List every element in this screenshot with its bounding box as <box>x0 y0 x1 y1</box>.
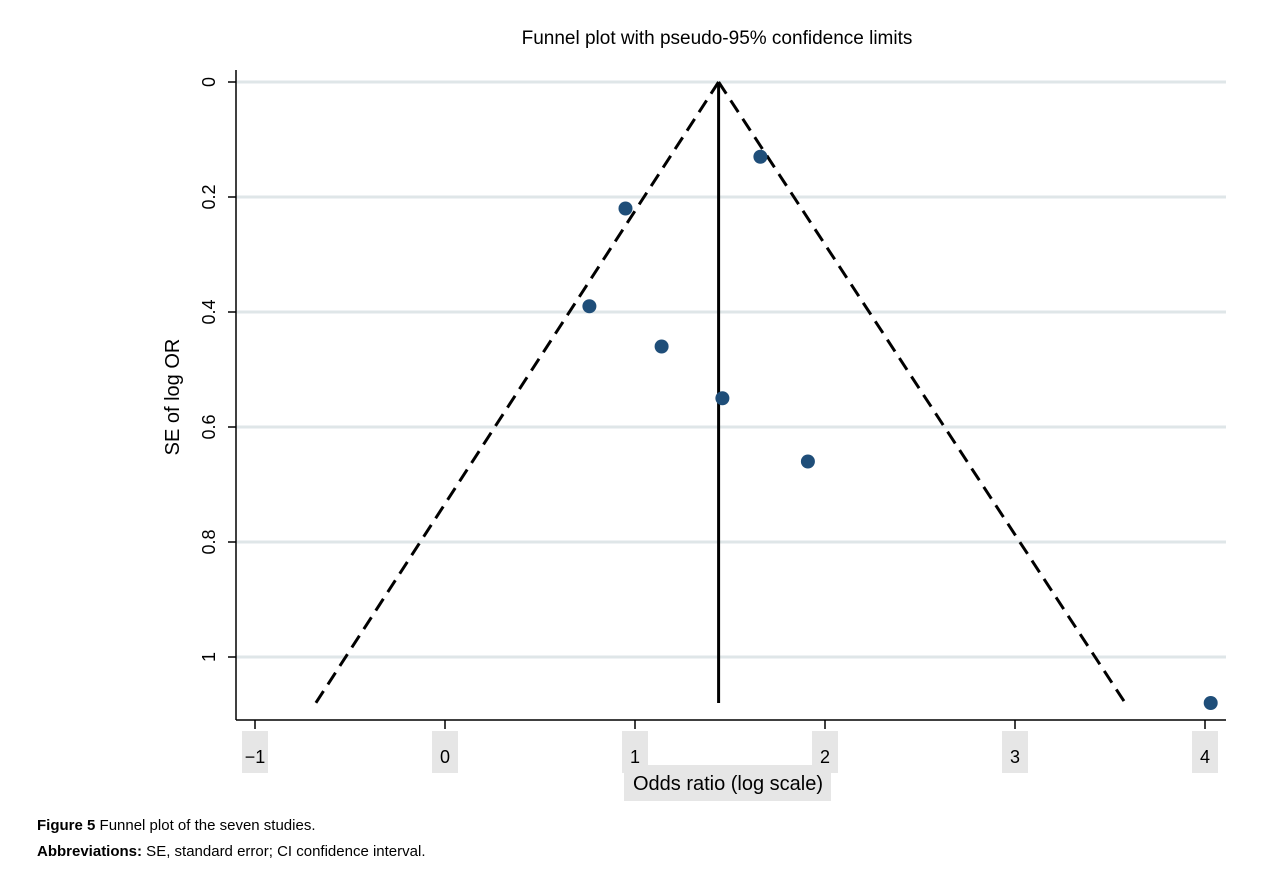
y-tick-label: 0.4 <box>199 299 219 324</box>
grid-lines <box>236 80 1226 659</box>
study-point <box>800 454 815 469</box>
x-axis-label: Odds ratio (log scale) <box>633 773 823 795</box>
left-confidence-limit <box>314 81 720 704</box>
abbreviations-caption: Abbreviations: SE, standard error; CI co… <box>37 843 426 860</box>
x-tick-label: 4 <box>1200 747 1210 767</box>
x-tick-label-bg <box>1002 731 1028 773</box>
y-tick-label: 1 <box>199 652 219 662</box>
abbreviations-label: Abbreviations: <box>37 843 143 860</box>
x-tick-label: 2 <box>820 747 830 767</box>
study-points <box>582 149 1218 710</box>
study-point <box>715 391 730 406</box>
x-tick-label-bg <box>242 731 268 773</box>
study-point <box>618 201 633 216</box>
study-point <box>753 149 768 164</box>
x-tick-label-bg <box>432 731 458 773</box>
x-axis-label-bg <box>624 765 831 801</box>
figure-caption: Figure 5 Funnel plot of the seven studie… <box>37 817 316 834</box>
x-tick-label-bg <box>1192 731 1218 773</box>
axes: 0 0.2 0.4 0.6 0.8 1 −1 0 1 2 3 4 <box>199 70 1226 773</box>
study-point <box>1203 696 1218 710</box>
right-confidence-limit <box>717 81 1127 704</box>
y-tick-label: 0 <box>199 77 219 87</box>
abbreviations-text: SE, standard error; CI confidence interv… <box>142 843 426 860</box>
study-point <box>582 299 597 314</box>
chart-title: Funnel plot with pseudo-95% confidence l… <box>522 28 913 49</box>
y-axis-label: SE of log OR <box>162 339 184 456</box>
x-tick-label: 0 <box>440 747 450 767</box>
study-point <box>654 339 669 354</box>
y-tick-label: 0.2 <box>199 184 219 209</box>
y-tick-label: 0.8 <box>199 529 219 554</box>
x-tick-label: −1 <box>245 747 266 767</box>
x-tick-label: 1 <box>630 747 640 767</box>
funnel-plot-chart: Funnel plot with pseudo-95% confidence l… <box>162 28 1226 801</box>
y-tick-label: 0.6 <box>199 414 219 439</box>
figure-text: Funnel plot of the seven studies. <box>95 817 316 834</box>
x-tick-label: 3 <box>1010 747 1020 767</box>
figure-label: Figure 5 <box>37 817 96 834</box>
